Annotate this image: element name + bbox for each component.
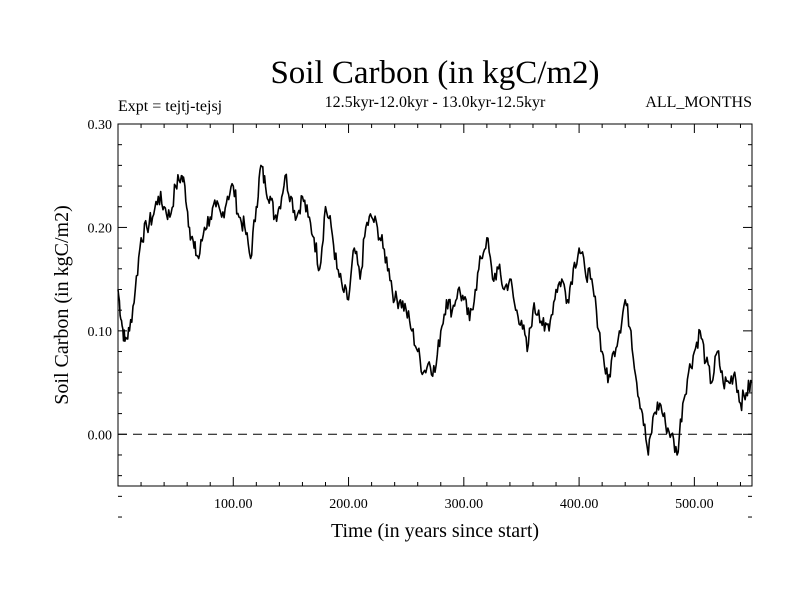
plot-frame: [117, 123, 753, 487]
x-tick-label: 500.00: [675, 497, 714, 512]
x-tick-label: 300.00: [445, 497, 484, 512]
soil-carbon-series-line: [117, 164, 753, 456]
y-tick-label: 0.30: [88, 118, 113, 133]
y-axis-label: Soil Carbon (in kgC/m2): [51, 205, 73, 404]
y-tick-label: 0.20: [88, 221, 113, 236]
chart-subtitle: 12.5kyr-12.0kyr - 13.0kyr-12.5kyr: [325, 94, 546, 111]
x-tick-label: 100.00: [214, 497, 253, 512]
axis-tick-labels: 100.00 200.00 300.00 400.00 500.00 0.00 0.10 0.…: [88, 118, 714, 512]
y-tick-label: 0.10: [88, 325, 113, 340]
axis-ticks: [118, 123, 752, 518]
x-tick-label: 400.00: [560, 497, 599, 512]
x-tick-label: 200.00: [329, 497, 368, 512]
months-label: ALL_MONTHS: [645, 94, 752, 111]
expt-label: Expt = tejtj-tejsj: [118, 98, 222, 115]
x-axis-label: Time (in years since start): [331, 520, 539, 542]
chart-title: Soil Carbon (in kgC/m2): [270, 55, 599, 91]
y-tick-label: 0.00: [88, 428, 113, 443]
